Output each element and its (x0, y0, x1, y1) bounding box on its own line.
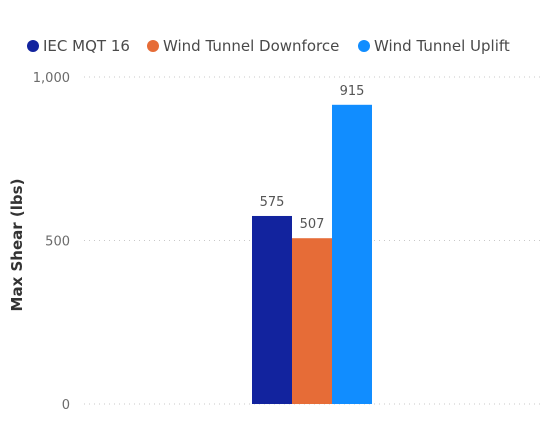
bar-wind-tunnel-downforce (292, 238, 332, 404)
gridlines (84, 76, 540, 405)
legend-marker (358, 40, 370, 52)
legend-item: Wind Tunnel Uplift (358, 37, 510, 55)
legend-item: Wind Tunnel Downforce (147, 37, 339, 55)
legend-label: IEC MQT 16 (43, 37, 130, 55)
y-axis-label: Max Shear (lbs) (8, 179, 26, 312)
legend-marker (27, 40, 39, 52)
bars (252, 104, 372, 405)
legend-label: Wind Tunnel Downforce (163, 37, 339, 55)
legend: IEC MQT 16 Wind Tunnel Downforce Wind Tunn… (27, 37, 510, 55)
y-tick-label: 500 (45, 235, 70, 250)
legend-label: Wind Tunnel Uplift (374, 37, 510, 55)
legend-item: IEC MQT 16 (27, 37, 130, 55)
bar-wind-tunnel-uplift (332, 104, 372, 405)
data-label: 575 (260, 195, 285, 210)
y-tick-label: 0 (62, 398, 70, 413)
data-label: 915 (340, 84, 365, 99)
bar-iec-mqt-16 (252, 215, 292, 404)
data-labels: 575 507 915 (260, 84, 365, 232)
y-tick-label: 1,000 (33, 71, 70, 86)
y-axis-ticks: 0 500 1,000 (33, 71, 70, 413)
data-label: 507 (300, 217, 325, 232)
legend-marker (147, 40, 159, 52)
